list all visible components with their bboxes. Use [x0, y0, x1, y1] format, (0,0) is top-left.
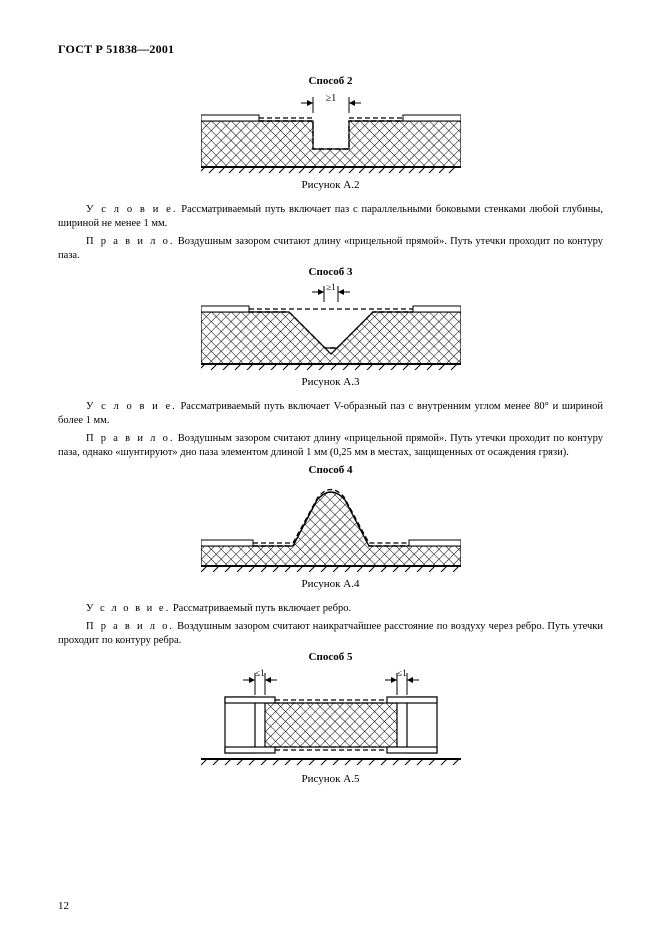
rule-a4: П р а в и л о. Воздушным зазором считают… [58, 620, 603, 648]
figure-a4-caption: Рисунок А.4 [58, 578, 603, 590]
rule-a3: П р а в и л о. Воздушным зазором считают… [58, 432, 603, 460]
cond-a3-label: У с л о в и е. [86, 401, 177, 412]
dim-f2: ≥1 [325, 93, 336, 104]
figure-a2-svg: ≥1 [201, 91, 461, 173]
figure-a2: Способ 2 ≥1 [58, 75, 603, 191]
dim-f5l: ≤1 [255, 668, 264, 678]
figure-a3-caption: Рисунок А.3 [58, 376, 603, 388]
figure-a3-title: Способ 3 [58, 266, 603, 278]
figure-a3-svg: ≥1 [201, 282, 461, 370]
cond-a3: У с л о в и е. Рассматриваемый путь вклю… [58, 400, 603, 428]
figure-a5: Способ 5 [58, 651, 603, 785]
page: ГОСТ Р 51838—2001 Способ 2 ≥1 [0, 0, 661, 936]
rule-a2: П р а в и л о. Воздушным зазором считают… [58, 235, 603, 263]
figure-a4: Способ 4 Рисунок А.4 [58, 464, 603, 590]
document-header: ГОСТ Р 51838—2001 [58, 42, 603, 57]
cond-a4: У с л о в и е. Рассматриваемый путь вклю… [58, 602, 603, 616]
rule-a4-label: П р а в и л о. [86, 621, 174, 632]
cond-a4-label: У с л о в и е. [86, 603, 170, 614]
figure-a2-caption: Рисунок А.2 [58, 179, 603, 191]
dim-f5r: ≤1 [397, 668, 406, 678]
figure-a5-caption: Рисунок А.5 [58, 773, 603, 785]
figure-a5-svg: ≤1 ≤1 [201, 667, 461, 767]
cond-a4-text: Рассматриваемый путь включает ребро. [170, 603, 351, 614]
figure-a2-title: Способ 2 [58, 75, 603, 87]
figure-a4-svg [201, 480, 461, 572]
dim-f3: ≥1 [326, 282, 335, 292]
figure-a4-title: Способ 4 [58, 464, 603, 476]
page-number: 12 [58, 900, 69, 912]
cond-a2-label: У с л о в и е. [86, 204, 177, 215]
rule-a2-label: П р а в и л о. [86, 236, 175, 247]
figure-a5-title: Способ 5 [58, 651, 603, 663]
cond-a2: У с л о в и е. Рассматриваемый путь вклю… [58, 203, 603, 231]
figure-a3: Способ 3 ≥1 [58, 266, 603, 388]
rule-a3-label: П р а в и л о. [86, 433, 175, 444]
